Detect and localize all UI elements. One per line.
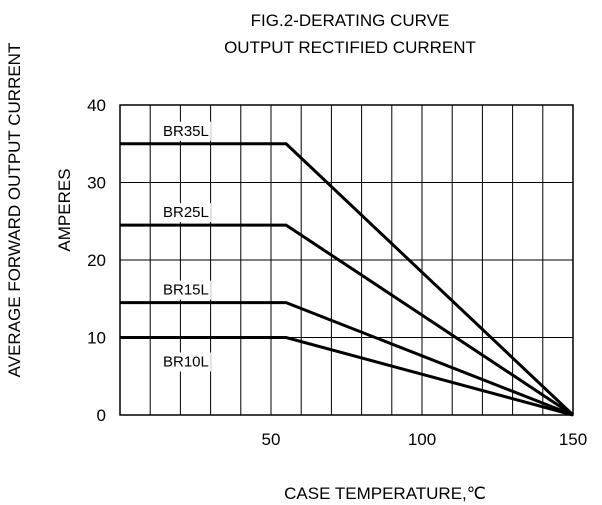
series-label-background (161, 352, 211, 372)
y-axis-label-units: AMPERES (55, 168, 74, 251)
y-tick-label: 30 (87, 174, 106, 193)
x-tick-label: 100 (408, 430, 436, 449)
plot-frame (119, 104, 574, 416)
series-label-br35l: BR35L (163, 123, 209, 140)
series-label-br10l: BR10L (163, 354, 209, 371)
y-axis-label: AVERAGE FORWARD OUTPUT CURRENT (5, 43, 24, 378)
series-label-background (161, 121, 211, 141)
y-tick-label: 0 (97, 406, 106, 425)
y-tick-label: 20 (87, 251, 106, 270)
x-tick-label: 50 (262, 430, 281, 449)
series-layer (120, 142, 575, 417)
chart-subtitle: OUTPUT RECTIFIED CURRENT (224, 38, 476, 57)
series-line-br10l (120, 336, 574, 417)
x-tick-label: 150 (559, 430, 587, 449)
series-label-br25l: BR25L (163, 204, 209, 221)
label-layer: BR35L BR25L BR15L BR10L (161, 121, 211, 372)
series-line-br35l (120, 142, 575, 417)
series-line-br15l (120, 301, 574, 417)
series-label-br15l: BR15L (163, 282, 209, 299)
series-line-br25l (120, 223, 574, 417)
series-label-background (161, 203, 211, 223)
series-label-background (161, 280, 211, 300)
y-tick-label: 10 (87, 329, 106, 348)
chart-title: FIG.2-DERATING CURVE (251, 11, 450, 30)
x-axis-label: CASE TEMPERATURE,℃ (284, 484, 486, 503)
tick-labels: 0 10 20 30 40 50 100 150 (87, 96, 587, 449)
y-tick-label: 40 (87, 96, 106, 115)
